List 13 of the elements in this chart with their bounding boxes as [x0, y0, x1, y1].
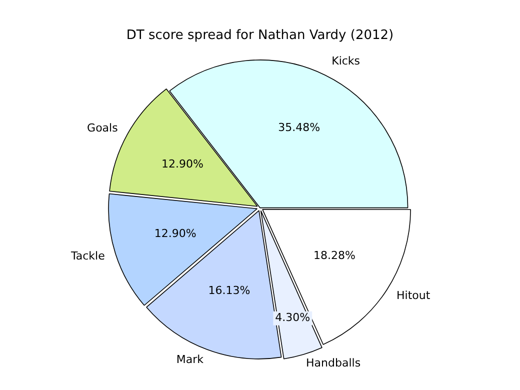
data-label: 12.90%	[161, 158, 204, 171]
data-label: 35.48%	[278, 121, 320, 134]
slice-label: Tackle	[70, 249, 106, 262]
slice-label: Mark	[176, 353, 204, 366]
slice-label: Kicks	[332, 54, 360, 68]
data-label: 4.30%	[275, 311, 310, 324]
data-label: 12.90%	[154, 227, 196, 240]
data-label: 18.28%	[313, 248, 356, 262]
slice-label: Goals	[87, 122, 118, 135]
chart-title: DT score spread for Nathan Vardy (2012)	[126, 28, 394, 44]
slice-label: Handballs	[306, 356, 361, 370]
data-label: 16.13%	[208, 284, 250, 297]
slice-label: Hitout	[396, 288, 431, 302]
